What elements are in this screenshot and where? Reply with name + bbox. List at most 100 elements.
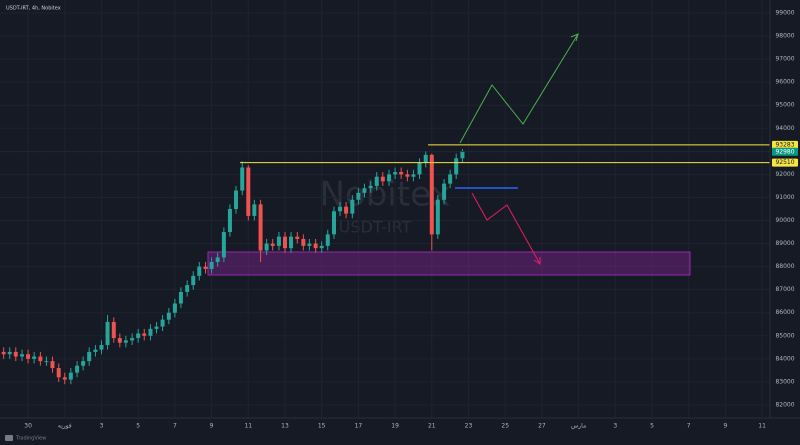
y-tick-label: 94000 <box>775 125 794 132</box>
x-tick-label: 30 <box>24 423 32 430</box>
candle-body <box>50 361 55 369</box>
bull-path <box>459 33 579 144</box>
candle-body <box>44 361 49 363</box>
demand-zone <box>207 251 691 276</box>
grid <box>0 0 770 418</box>
candle-body <box>331 211 336 235</box>
axes: 82000 83000 84000 85000 86000 87000 88000 89000… <box>24 10 798 430</box>
y-tick-label: 92000 <box>775 171 794 178</box>
chart-title: USDT-IRT, 4h, Nobitex <box>6 6 61 12</box>
candle-body <box>435 199 440 235</box>
candle-body <box>38 356 43 362</box>
candle-body <box>276 236 281 246</box>
candle-body <box>178 291 183 304</box>
candle-body <box>313 243 318 249</box>
candle-body <box>148 328 153 336</box>
y-tick-label: 95000 <box>775 102 794 109</box>
candle-body <box>301 238 306 246</box>
candle-body <box>423 154 428 163</box>
level-label-bg <box>772 140 798 149</box>
candle-body <box>417 162 422 175</box>
candle-body <box>344 206 349 214</box>
candle-body <box>319 245 324 249</box>
tv-logo <box>5 435 13 441</box>
candle-body <box>166 312 171 320</box>
x-tick-label: 27 <box>538 423 546 430</box>
y-tick-label: 91000 <box>775 194 794 201</box>
x-tick-label: 5 <box>650 423 654 430</box>
candle-body <box>448 174 453 184</box>
candle-body <box>252 204 257 216</box>
level-label: 92980 <box>775 148 794 155</box>
candle-body <box>130 338 135 341</box>
candle-body <box>111 321 116 339</box>
y-tick-label: 83000 <box>775 378 794 385</box>
candle-body <box>325 234 330 246</box>
candle-body <box>264 243 269 251</box>
candle-body <box>221 232 226 258</box>
bear-path <box>471 192 541 265</box>
candle-body <box>387 174 392 182</box>
x-tick-label: 9 <box>723 423 727 430</box>
level-label-bg <box>772 158 798 167</box>
watermark-symbol: USDT-IRT <box>339 218 412 237</box>
bull-arrowhead <box>570 33 579 42</box>
x-tick-label: 11 <box>758 423 766 430</box>
candle-body <box>442 183 447 200</box>
y-tick-label: 90000 <box>775 217 794 224</box>
candle-body <box>7 351 12 355</box>
candle-body <box>209 262 214 269</box>
footer: TradingView <box>15 436 46 442</box>
candle-body <box>356 192 361 200</box>
y-tick-label: 98000 <box>775 33 794 40</box>
candle-body <box>26 354 31 359</box>
y-tick-label: 89000 <box>775 240 794 247</box>
candle-body <box>123 340 128 343</box>
candle-body <box>295 236 300 239</box>
candle-body <box>460 151 465 159</box>
candle-body <box>136 333 141 339</box>
candle-body <box>99 345 104 350</box>
y-tick-label: 86000 <box>775 309 794 316</box>
x-tick-label: 25 <box>501 423 509 430</box>
candle-body <box>160 319 165 327</box>
x-tick-label: 23 <box>465 423 473 430</box>
candle-body <box>20 354 25 357</box>
candle-body <box>87 351 92 362</box>
candle-body <box>399 172 404 175</box>
y-tick-label: 99000 <box>775 10 794 17</box>
candle-body <box>191 275 196 286</box>
level-label: 93283 <box>775 141 794 148</box>
candle-body <box>429 154 434 235</box>
candle-body <box>62 377 67 380</box>
candle-body <box>75 365 80 373</box>
x-tick-label: 3 <box>613 423 617 430</box>
candle-body <box>1 351 6 355</box>
candle-body <box>289 236 294 249</box>
candle-body <box>454 158 459 175</box>
candle-body <box>350 199 355 214</box>
candle-body <box>227 208 232 233</box>
candle-body <box>185 285 190 292</box>
candle-body <box>56 368 61 378</box>
x-tick-label: 13 <box>281 423 289 430</box>
candle-body <box>172 303 177 313</box>
level-label: 92510 <box>775 159 794 166</box>
y-tick-label: 96000 <box>775 79 794 86</box>
candle-body <box>233 190 238 209</box>
x-tick-label: 5 <box>136 423 140 430</box>
candle-body <box>105 321 110 346</box>
x-tick-label: 15 <box>318 423 326 430</box>
candle-body <box>13 351 18 357</box>
x-tick-label: 7 <box>173 423 177 430</box>
y-tick-label: 87000 <box>775 286 794 293</box>
candle-body <box>338 206 343 212</box>
candle-body <box>142 333 147 336</box>
candle-body <box>81 361 86 366</box>
x-tick-label: 3 <box>100 423 104 430</box>
y-tick-label: 97000 <box>775 56 794 63</box>
y-tick-label: 84000 <box>775 355 794 362</box>
candle-body <box>258 204 263 251</box>
